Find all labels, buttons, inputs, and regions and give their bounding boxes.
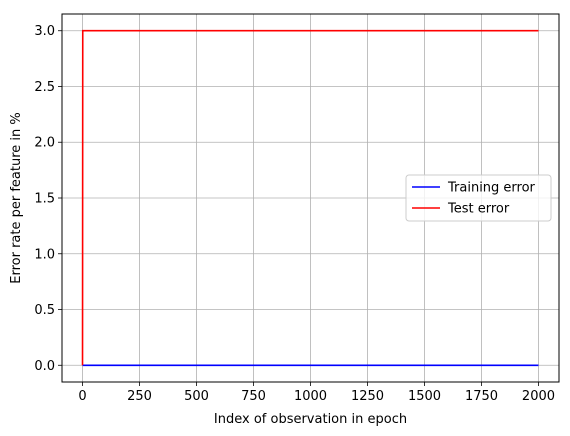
legend: Training error Test error <box>405 174 552 222</box>
y-axis-ticks: 0.0 0.5 1.0 1.5 2.0 2.5 3.0 <box>34 24 62 374</box>
y-tick-label: 3.0 <box>34 24 55 39</box>
x-tick-label: 1500 <box>408 389 441 404</box>
y-tick-label: 1.5 <box>34 192 55 207</box>
y-axis-label: Error rate per feature in % <box>9 112 24 284</box>
x-axis-label: Index of observation in epoch <box>214 412 407 427</box>
legend-box <box>405 174 552 222</box>
series-line-test-error <box>81 29 539 366</box>
series-layer <box>81 29 539 367</box>
y-tick-label: 2.5 <box>34 80 55 95</box>
x-tick-label: 1750 <box>465 389 498 404</box>
y-tick-label: 1.0 <box>34 247 55 262</box>
legend-label-training-error: Training error <box>447 181 536 196</box>
x-tick-label: 0 <box>78 389 86 404</box>
y-tick-label: 0.5 <box>34 303 55 318</box>
x-tick-label: 500 <box>184 389 209 404</box>
x-tick-label: 250 <box>127 389 152 404</box>
x-tick-label: 1000 <box>294 389 327 404</box>
x-tick-label: 1250 <box>351 389 384 404</box>
x-tick-label: 2000 <box>522 389 555 404</box>
y-tick-label: 0.0 <box>34 359 55 374</box>
x-axis-ticks: 0 250 500 750 1000 1250 1500 1750 2000 <box>78 382 555 404</box>
x-tick-label: 750 <box>241 389 266 404</box>
y-tick-label: 2.0 <box>34 136 55 151</box>
legend-label-test-error: Test error <box>447 202 510 217</box>
